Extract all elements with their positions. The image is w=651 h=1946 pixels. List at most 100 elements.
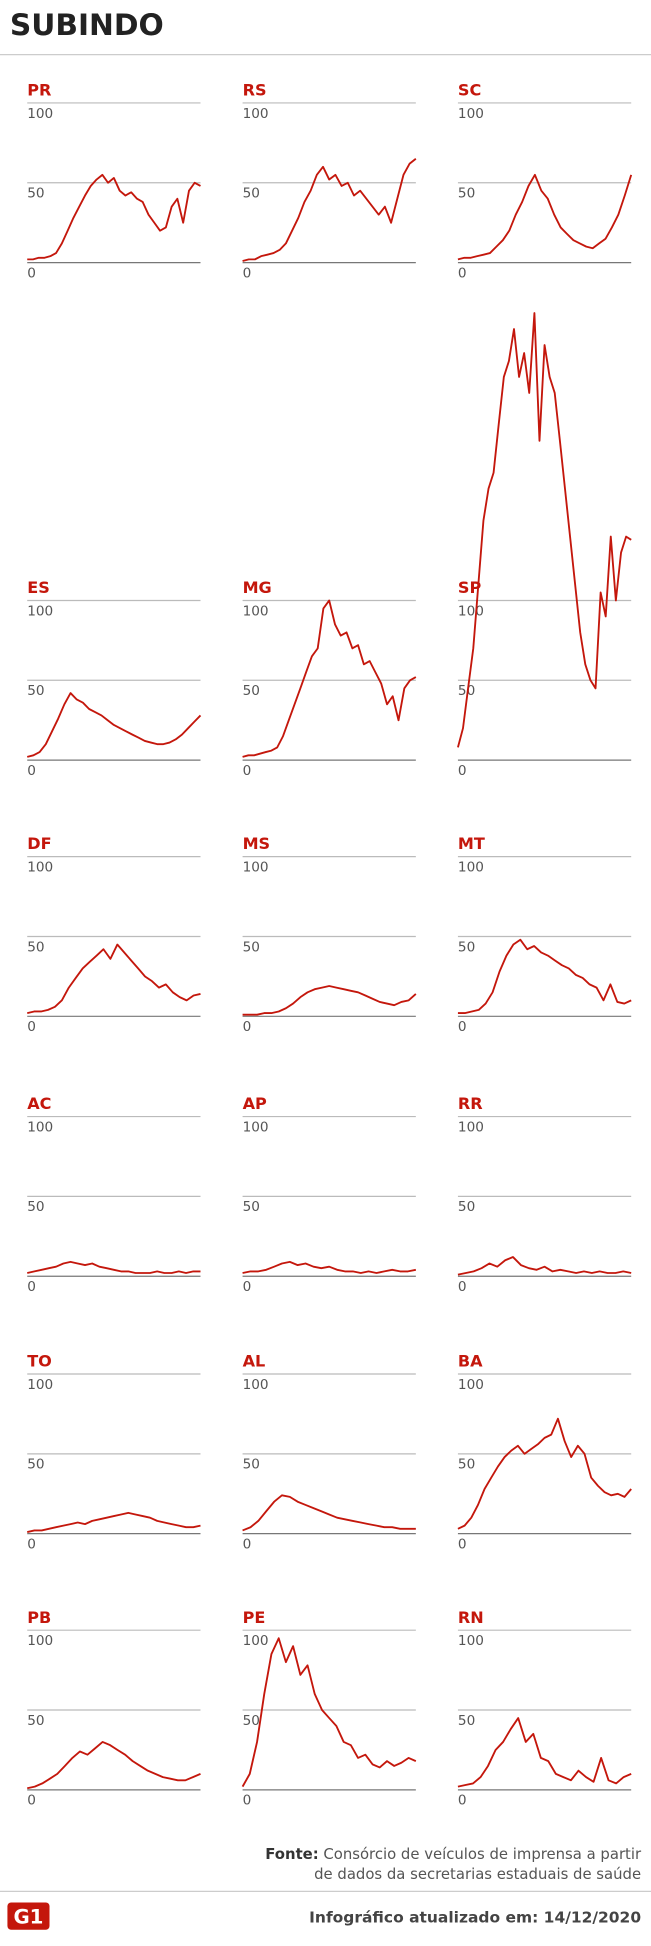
panels: PR 0 50 100 RS 0 50 100 SC 0 50 100 ES 0 50 100 MG 0 50 100… bbox=[26, 81, 633, 1809]
series-line bbox=[457, 1717, 632, 1788]
panel-title: AL bbox=[243, 1352, 266, 1371]
y-tick-label: 0 bbox=[458, 1279, 467, 1295]
y-tick-label: 50 bbox=[27, 186, 44, 202]
panel-title: BA bbox=[458, 1352, 483, 1371]
source-text: Consórcio de veículos de imprensa a part… bbox=[323, 1845, 642, 1863]
y-tick-label: 100 bbox=[243, 1633, 269, 1649]
y-tick-label: 100 bbox=[27, 1633, 53, 1649]
panel-title: MT bbox=[458, 834, 485, 853]
panel-title: SP bbox=[458, 578, 482, 597]
panel-title: RN bbox=[458, 1608, 484, 1627]
series-line bbox=[457, 173, 633, 261]
y-tick-label: 50 bbox=[458, 939, 475, 955]
y-tick-label: 100 bbox=[27, 860, 53, 876]
updated: Infográfico atualizado em: 14/12/2020 bbox=[309, 1908, 641, 1926]
y-tick-label: 50 bbox=[243, 939, 260, 955]
y-tick-label: 0 bbox=[27, 763, 36, 779]
panel-title: SC bbox=[458, 81, 481, 100]
y-tick-label: 100 bbox=[27, 1119, 53, 1135]
y-tick-label: 100 bbox=[243, 1119, 269, 1135]
y-tick-label: 50 bbox=[243, 683, 260, 699]
y-tick-label: 0 bbox=[27, 1019, 36, 1035]
y-tick-label: 0 bbox=[243, 1537, 252, 1553]
y-tick-label: 50 bbox=[27, 939, 44, 955]
panel-title: DF bbox=[27, 834, 51, 853]
y-tick-label: 100 bbox=[27, 106, 53, 122]
y-tick-label: 0 bbox=[458, 265, 467, 281]
panel-title: RR bbox=[458, 1094, 483, 1113]
series-line bbox=[242, 1260, 417, 1274]
series-line bbox=[26, 692, 202, 758]
y-tick-label: 50 bbox=[458, 1199, 475, 1215]
y-tick-label: 50 bbox=[458, 683, 475, 699]
y-tick-label: 50 bbox=[243, 186, 260, 202]
y-tick-label: 0 bbox=[243, 1793, 252, 1809]
panel-title: PR bbox=[27, 81, 52, 100]
y-tick-label: 100 bbox=[458, 860, 484, 876]
y-tick-label: 100 bbox=[243, 860, 269, 876]
panel-title: MG bbox=[243, 578, 272, 597]
logo-box bbox=[7, 1902, 50, 1930]
series-line bbox=[242, 158, 417, 262]
y-tick-label: 0 bbox=[458, 1537, 467, 1553]
y-tick-label: 50 bbox=[458, 186, 475, 202]
y-tick-label: 50 bbox=[243, 1199, 260, 1215]
y-tick-label: 0 bbox=[243, 763, 252, 779]
y-tick-label: 100 bbox=[458, 1633, 484, 1649]
series-line bbox=[242, 1494, 416, 1532]
y-tick-label: 100 bbox=[27, 603, 53, 619]
panel-title: MS bbox=[243, 834, 271, 853]
panel-title: RS bbox=[243, 81, 267, 100]
panel-title: PE bbox=[243, 1608, 266, 1627]
y-tick-label: 100 bbox=[458, 1119, 484, 1135]
source-line-2: de dados da secretarias estaduais de saú… bbox=[314, 1865, 641, 1883]
series-line bbox=[457, 1256, 632, 1276]
y-tick-label: 100 bbox=[243, 603, 269, 619]
y-tick-label: 0 bbox=[27, 1279, 36, 1295]
y-tick-label: 100 bbox=[27, 1377, 53, 1393]
y-tick-label: 100 bbox=[458, 106, 484, 122]
y-tick-label: 0 bbox=[458, 1793, 467, 1809]
panel-title: PB bbox=[27, 1608, 51, 1627]
series-line bbox=[242, 985, 417, 1016]
y-tick-label: 0 bbox=[458, 763, 467, 779]
y-tick-label: 100 bbox=[243, 106, 269, 122]
y-tick-label: 0 bbox=[27, 1537, 36, 1553]
series-line bbox=[457, 938, 632, 1015]
series-line bbox=[457, 1417, 632, 1530]
y-tick-label: 0 bbox=[243, 1279, 252, 1295]
series-line bbox=[27, 943, 201, 1015]
main-title: SUBINDO bbox=[10, 8, 164, 43]
source-line-1: Fonte: Consórcio de veículos de imprensa… bbox=[265, 1845, 642, 1863]
y-tick-label: 100 bbox=[243, 1377, 269, 1393]
series-line bbox=[241, 1637, 417, 1788]
series-line bbox=[27, 173, 201, 261]
y-tick-label: 50 bbox=[458, 1713, 475, 1729]
y-tick-label: 0 bbox=[243, 1019, 252, 1035]
y-tick-label: 0 bbox=[27, 1793, 36, 1809]
y-tick-label: 50 bbox=[27, 1457, 44, 1473]
series-line bbox=[27, 1741, 201, 1790]
source-label: Fonte: bbox=[265, 1845, 318, 1863]
y-tick-label: 0 bbox=[458, 1019, 467, 1035]
y-tick-label: 100 bbox=[458, 603, 484, 619]
y-tick-label: 50 bbox=[27, 1199, 44, 1215]
panel-title: ES bbox=[27, 578, 50, 597]
y-tick-label: 50 bbox=[27, 683, 44, 699]
panel-title: TO bbox=[27, 1352, 52, 1371]
y-tick-label: 50 bbox=[27, 1713, 44, 1729]
y-tick-label: 50 bbox=[243, 1457, 260, 1473]
y-tick-label: 0 bbox=[243, 265, 252, 281]
y-tick-label: 50 bbox=[458, 1457, 475, 1473]
series-line bbox=[27, 1511, 201, 1533]
y-tick-label: 0 bbox=[27, 265, 36, 281]
logo: G1 bbox=[13, 1906, 43, 1929]
series-line bbox=[242, 599, 417, 758]
y-tick-label: 100 bbox=[458, 1377, 484, 1393]
panel-title: AC bbox=[27, 1094, 51, 1113]
panel-title: AP bbox=[243, 1094, 267, 1113]
series-line bbox=[457, 312, 632, 748]
y-tick-label: 50 bbox=[243, 1713, 260, 1729]
